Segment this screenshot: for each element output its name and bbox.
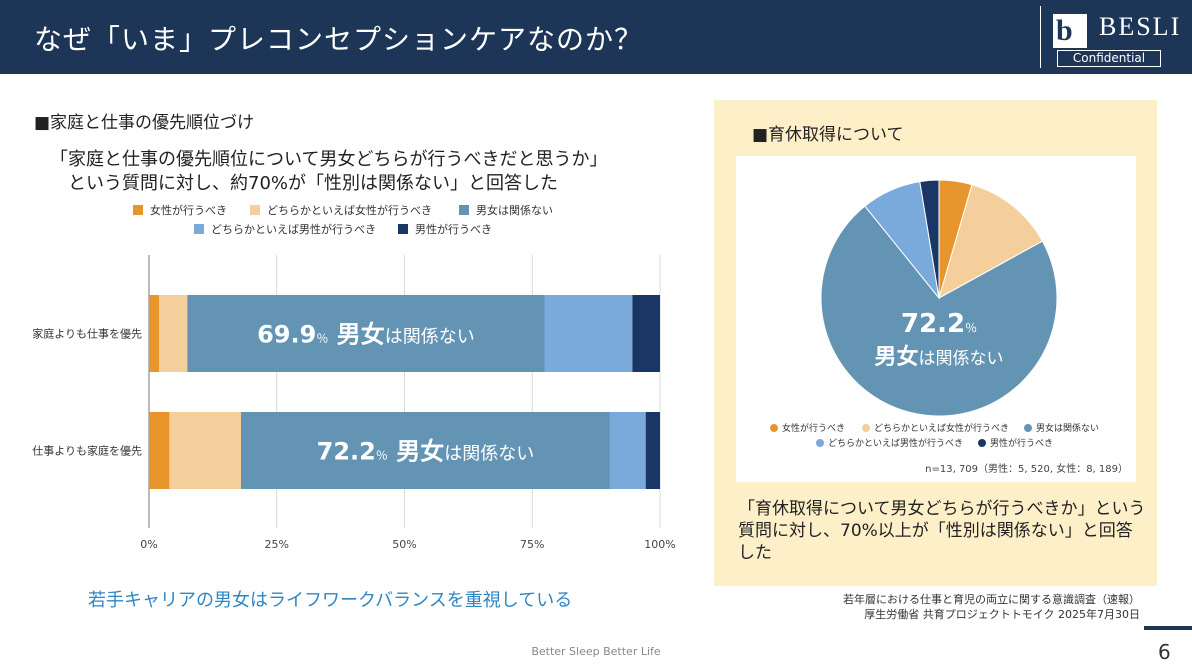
legend-label-5: 男性が行うべき	[415, 222, 492, 236]
pie-slice-2	[938, 184, 1044, 300]
bar-annotation-part-2-3: 男女	[388, 438, 444, 466]
pie-legend-label-2: どちらかといえば女性が行うべき	[874, 422, 1009, 434]
pie-legend-label-3: 男女は関係ない	[1036, 422, 1099, 434]
pie-chart-box: 72.2％ 男女は関係ない 女性が行うべき どちらかといえば女性が行うべき 男女は関係な…	[736, 156, 1136, 482]
bar-segment-1-4	[544, 295, 633, 372]
footer-tagline: Better Sleep Better Life	[531, 645, 661, 658]
pie-slice-5	[919, 179, 940, 299]
confidential-badge: Confidential	[1057, 50, 1161, 67]
legend-swatch-2	[250, 205, 260, 215]
legend-label-1: 女性が行うべき	[150, 203, 227, 217]
pie-center-caption: 男女は関係ない	[874, 344, 1003, 370]
legend-swatch-1	[133, 205, 143, 215]
category-label-1: 家庭よりも仕事を優先	[32, 327, 142, 341]
pie-center-value-part-2: ％	[965, 321, 977, 335]
sample-size-note: n=13, 709（男性：5, 520, 女性：8, 189）	[925, 462, 1128, 475]
bar-annotation-part-2-4: は関係ない	[444, 444, 534, 465]
x-tick-label-5: 100%	[644, 538, 675, 551]
left-lead-line-1: 「家庭と仕事の優先順位について男女どちらが行うべきだと思うか」	[50, 149, 608, 170]
pie-center-caption-part-1: 男女	[874, 344, 918, 370]
pie-legend-dot-2	[862, 424, 870, 432]
legend-label-4: どちらかといえば男性が行うべき	[211, 222, 376, 236]
legend-swatch-4	[194, 224, 204, 234]
bar-segment-1-3	[187, 295, 545, 372]
x-tick-label-2: 25%	[265, 538, 289, 551]
pie-legend-dot-4	[816, 439, 824, 447]
childcare-leave-panel: ■育休取得について 72.2％ 男女は関係ない 女性が行うべき どちらかといえば女性が…	[714, 100, 1157, 586]
category-label-2: 仕事よりも家庭を優先	[32, 444, 142, 458]
left-section-title: ■家庭と仕事の優先順位づけ	[34, 113, 255, 133]
legend-swatch-3	[459, 205, 469, 215]
source-line-1: 若年層における仕事と育児の両立に関する意識調査（速報）	[843, 593, 1140, 606]
bar-segment-1-2	[159, 295, 188, 372]
bar-segment-2-5	[645, 412, 660, 489]
bar-segment-1-5	[632, 295, 660, 372]
page-number-rule	[1144, 626, 1192, 630]
logo-mark-icon: b	[1053, 14, 1087, 48]
bar-annotation-part-1-1: 69.9	[257, 321, 316, 349]
x-tick-label-4: 75%	[520, 538, 544, 551]
bar-segment-1-1	[149, 295, 160, 372]
bar-segment-2-1	[149, 412, 170, 489]
bar-annotation-part-2-1: 72.2	[317, 438, 376, 466]
bar-annotation-2: 72.2％ 男女は関係ない	[317, 438, 535, 466]
right-description: 「育休取得について男女どちらが行うべきか」という質問に対し、70%以上が「性別は…	[738, 499, 1146, 563]
pie-legend-label-5: 男性が行うべき	[990, 437, 1053, 449]
page-number: 6	[1158, 640, 1171, 664]
right-section-title: ■育休取得について	[752, 125, 904, 145]
legend-label-3: 男女は関係ない	[476, 203, 553, 217]
header-bar: なぜ「いま」プレコンセプションケアなのか？ b BESLI Confidenti…	[0, 0, 1192, 74]
page-title: なぜ「いま」プレコンセプションケアなのか？	[34, 23, 644, 56]
bar-annotation-part-1-2: ％	[316, 332, 328, 346]
x-tick-label-3: 50%	[392, 538, 416, 551]
company-logo: b BESLI Confidential	[1040, 6, 1192, 68]
pie-center-value: 72.2％	[901, 309, 977, 339]
bar-annotation-part-1-4: は関係ない	[385, 327, 475, 348]
bar-segment-2-4	[609, 412, 646, 489]
pie-center-value-part-1: 72.2	[901, 309, 965, 339]
logo-text: BESLI	[1099, 12, 1182, 41]
pie-legend-dot-3	[1024, 424, 1032, 432]
bar-annotation-part-2-2: ％	[376, 449, 388, 463]
pie-slice-3	[820, 205, 1058, 417]
bar-segment-2-3	[240, 412, 610, 489]
pie-center-caption-part-2: は関係ない	[919, 349, 1004, 369]
source-citation: 若年層における仕事と育児の両立に関する意識調査（速報） 厚生労働省 共育プロジェ…	[843, 592, 1140, 622]
legend-label-2: どちらかといえば女性が行うべき	[267, 203, 432, 217]
source-line-2: 厚生労働省 共育プロジェクトトモイク 2025年7月30日	[864, 608, 1140, 621]
footer-message: 若手キャリアの男女はライフワークバランスを重視している	[88, 590, 573, 611]
x-tick-label-1: 0%	[140, 538, 157, 551]
pie-legend-label-4: どちらかといえば男性が行うべき	[828, 437, 963, 449]
bar-segment-2-2	[169, 412, 241, 489]
legend-swatch-5	[398, 224, 408, 234]
left-lead-text: 「家庭と仕事の優先順位について男女どちらが行うべきだと思うか」 という質問に対し…	[50, 148, 607, 196]
bar-annotation-part-1-3: 男女	[328, 321, 384, 349]
pie-legend-dot-1	[770, 424, 778, 432]
left-lead-line-2: という質問に対し、約70%が「性別は関係ない」と回答した	[50, 173, 559, 194]
pie-legend-label-1: 女性が行うべき	[782, 422, 845, 434]
bar-annotation-1: 69.9％ 男女は関係ない	[257, 321, 475, 349]
stacked-bar-chart: 女性が行うべき どちらかといえば女性が行うべき 男女は関係ないどちらかといえば男性が…	[32, 203, 676, 551]
pie-legend-dot-5	[978, 439, 986, 447]
